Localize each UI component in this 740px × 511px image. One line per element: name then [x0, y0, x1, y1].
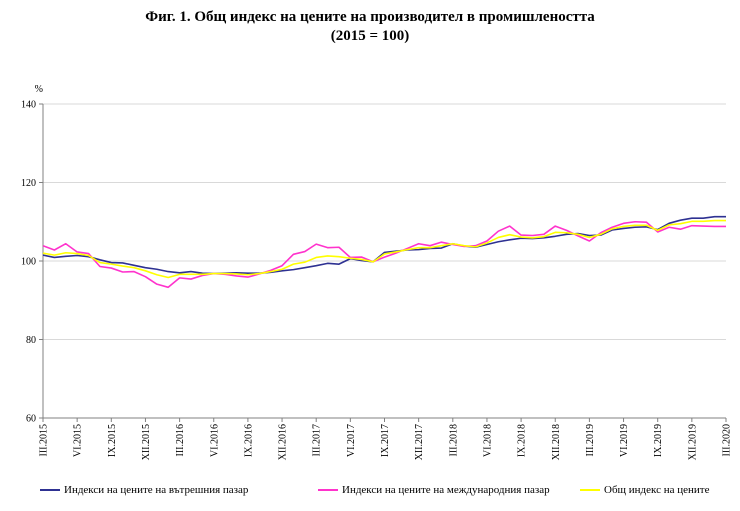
series-line-0	[42, 215, 726, 275]
legend-swatch-domestic	[40, 489, 60, 491]
chart-subtitle: (2015 = 100)	[330, 28, 410, 44]
x-tick-label: XII.2019	[687, 424, 698, 460]
x-tick-label: III.2015	[39, 424, 50, 457]
gridlines	[43, 103, 726, 340]
legend-label-domestic: Индекси на цените на вътрешния пазар	[64, 484, 249, 496]
series-line-2	[42, 219, 726, 279]
legend-label-total: Общ индекс на цените	[604, 484, 710, 496]
y-tick-labels: 60 80 100 120 140	[21, 100, 36, 425]
x-tick-label: III.2020	[722, 424, 733, 457]
legend-label-international: Индекси на цените на международния пазар	[342, 484, 550, 496]
legend-swatch-total	[580, 489, 600, 491]
x-tick-label: III.2019	[585, 424, 596, 457]
y-axis-label: %	[35, 84, 43, 95]
y-tick-label: 80	[26, 335, 36, 346]
x-tick-label: III.2017	[312, 424, 323, 457]
series-lines	[42, 215, 726, 289]
axes	[39, 103, 727, 422]
x-tick-label: XII.2016	[278, 424, 289, 460]
legend-item-domestic: Индекси на цените на вътрешния пазар	[40, 484, 248, 496]
x-tick-label: VI.2017	[346, 424, 357, 457]
x-tick-label: XII.2018	[551, 424, 562, 460]
x-tick-label: IX.2015	[107, 424, 118, 457]
x-tick-label: XII.2017	[414, 424, 425, 460]
chart-title-block: Фиг. 1. Общ индекс на цените на производ…	[0, 8, 740, 46]
x-tick-label: VI.2018	[482, 424, 493, 457]
x-tick-label: III.2016	[175, 424, 186, 457]
legend-item-international: Индекси на цените на международния пазар	[318, 484, 550, 496]
legend-item-total: Общ индекс на цените	[580, 484, 709, 496]
y-tick-label: 100	[21, 257, 36, 268]
x-tick-label: VI.2015	[73, 424, 84, 457]
x-tick-label: XII.2015	[141, 424, 152, 460]
x-tick-labels: III.2015 VI.2015 IX.2015 XII.2015 III.2016 VI…	[39, 424, 733, 460]
y-tick-label: 140	[21, 100, 36, 111]
legend-swatch-international	[318, 489, 338, 491]
chart-title: Фиг. 1. Общ индекс на цените на производ…	[145, 9, 595, 25]
y-tick-label: 120	[21, 178, 36, 189]
x-tick-label: VI.2016	[209, 424, 220, 457]
series-line-1	[42, 220, 726, 289]
x-tick-label: III.2018	[448, 424, 459, 457]
x-tick-label: IX.2016	[243, 424, 254, 457]
x-tick-label: IX.2018	[517, 424, 528, 457]
x-tick-label: IX.2017	[380, 424, 391, 457]
x-tick-label: VI.2019	[619, 424, 630, 457]
y-tick-label: 60	[26, 414, 36, 425]
x-tick-label: IX.2019	[653, 424, 664, 457]
